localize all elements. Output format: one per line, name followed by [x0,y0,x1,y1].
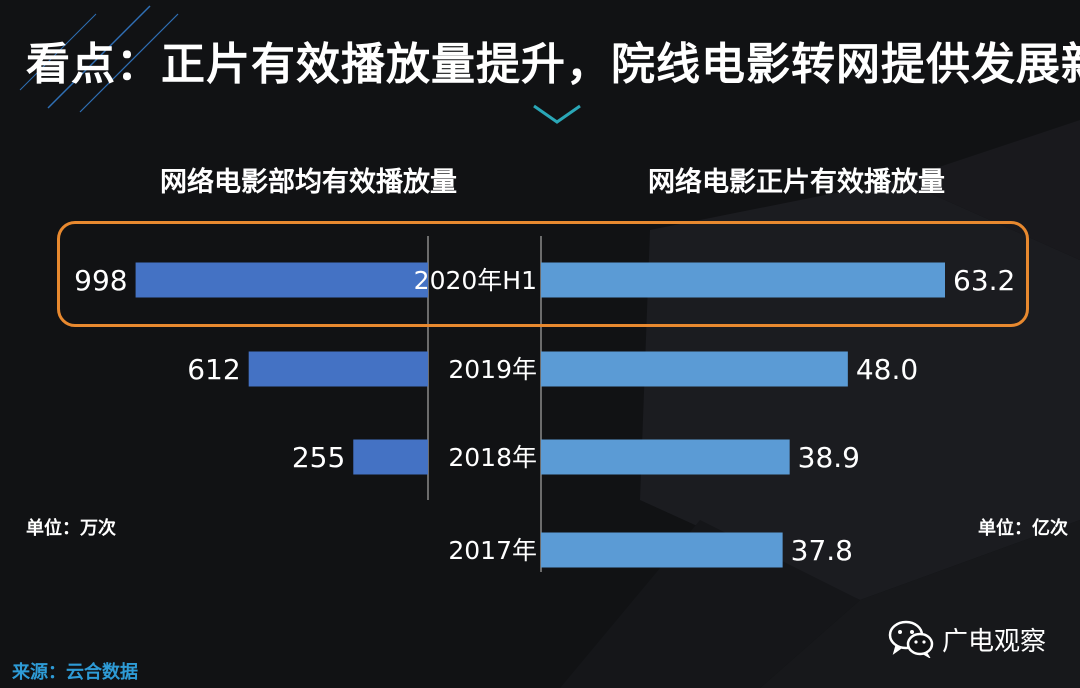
source-label: 来源：云合数据 [12,662,138,683]
right-bar-value-label: 37.8 [791,534,853,567]
right-bar [541,262,945,298]
left-bar [353,439,428,475]
right-bar [541,351,848,387]
right-bar [541,532,783,568]
left-bar-value-label: 612 [187,353,240,386]
right-unit-label: 单位：亿次 [978,518,1068,539]
category-label: 2020年H1 [414,266,537,295]
right-bar [541,439,790,475]
watermark: 广电观察 [888,620,1046,658]
left-unit-label: 单位：万次 [26,518,116,539]
left-bar-value-label: 998 [74,264,127,297]
chevron-down-icon [533,104,581,124]
right-bar-value-label: 63.2 [953,264,1015,297]
left-chart-title: 网络电影部均有效播放量 [160,167,457,198]
right-bar-value-label: 48.0 [856,353,918,386]
left-bar-value-label: 255 [292,441,345,474]
highlight-frame-2020h1 [57,221,1029,327]
left-bar [135,262,428,298]
right-chart-title: 网络电影正片有效播放量 [648,167,945,198]
category-label: 2018年 [448,443,537,472]
category-label: 2017年 [448,536,537,565]
page-title: 看点：正片有效播放量提升，院线电影转网提供发展新机遇 [26,39,1080,90]
category-label: 2019年 [448,355,537,384]
watermark-text: 广电观察 [942,626,1047,657]
wechat-icon [888,620,934,658]
left-bar [248,351,428,387]
right-bar-value-label: 38.9 [798,441,860,474]
